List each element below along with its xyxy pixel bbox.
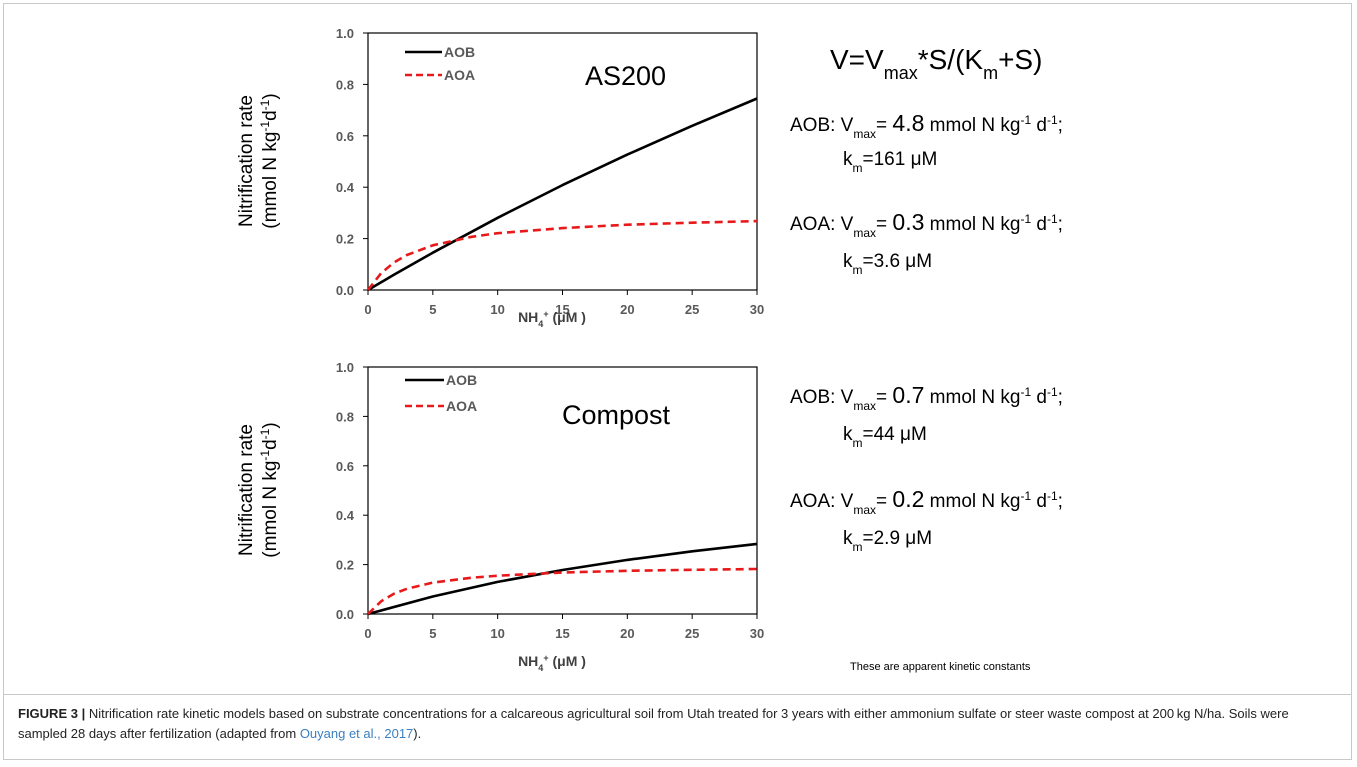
- y-tick-label: 0.8: [336, 77, 354, 92]
- y-tick-label: 1.0: [336, 360, 354, 375]
- series-line-aob: [367, 542, 758, 616]
- caption-end: ).: [413, 726, 422, 741]
- y-tick-label: 0.4: [336, 180, 355, 195]
- x-tick-label: 15: [555, 626, 569, 641]
- x-tick-label: 30: [750, 626, 764, 641]
- legend-label-aob: AOB: [444, 44, 475, 60]
- y-tick-label: 1.0: [336, 26, 354, 41]
- as200-aob-vmax: AOB: Vmax= 4.8 mmol N kg-1 d-1;: [790, 110, 1063, 141]
- axis-ticks-compost: 0.0 0.2 0.4 0.6 0.8 1.0 0 5 10 15 20 25 30: [336, 360, 764, 641]
- y-axis-label-line1: Nitrification rate: [236, 95, 257, 227]
- panel-title-compost: Compost: [562, 400, 671, 430]
- series-group-compost: [367, 542, 758, 616]
- x-tick-label: 30: [750, 302, 764, 317]
- x-tick-label: 25: [685, 626, 699, 641]
- x-tick-label: 10: [490, 626, 504, 641]
- compost-aoa-km: km=2.9 μM: [843, 528, 932, 554]
- y-tick-label: 0.4: [336, 508, 355, 523]
- legend-label-aoa: AOA: [444, 67, 475, 83]
- legend-label-aoa: AOA: [446, 398, 477, 414]
- y-tick-label: 0.6: [336, 459, 354, 474]
- figure-frame: [3, 3, 1352, 760]
- plot-area-as200: [367, 32, 758, 291]
- plot-area-compost: [367, 366, 758, 615]
- x-tick-label: 20: [620, 302, 634, 317]
- y-tick-label: 0.2: [336, 558, 354, 573]
- y-axis-label-compost: Nitrification rate (mmol N kg-1d-1): [236, 422, 281, 557]
- legend-as200: AOB AOA: [405, 44, 475, 83]
- x-tick-label: 0: [364, 302, 371, 317]
- as200-aoa-km: km=3.6 μM: [843, 251, 932, 277]
- as200-aob-km: km=161 μM: [843, 149, 937, 175]
- x-axis-label-compost: NH4+ (μM ): [518, 653, 586, 673]
- legend-compost: AOB AOA: [405, 372, 477, 414]
- legend-label-aob: AOB: [446, 372, 477, 388]
- y-axis-label-line1: Nitrification rate: [236, 424, 257, 556]
- x-tick-label: 15: [555, 302, 569, 317]
- compost-aob-vmax: AOB: Vmax= 0.7 mmol N kg-1 d-1;: [790, 382, 1063, 413]
- series-line-aoa: [367, 567, 758, 615]
- series-line-aob: [367, 97, 758, 292]
- x-tick-label: 5: [429, 626, 436, 641]
- x-tick-label: 0: [364, 626, 371, 641]
- y-axis-label-line2: (mmol N kg-1d-1): [258, 422, 281, 557]
- caption-text: Nitrification rate kinetic models based …: [18, 706, 1289, 741]
- apparent-constants-note: These are apparent kinetic constants: [850, 661, 1031, 673]
- x-tick-label: 25: [685, 302, 699, 317]
- x-tick-label: 10: [490, 302, 504, 317]
- chart-as200: 0.0 0.2 0.4 0.6 0.8 1.0 0 5 10 15 20 25 30 Nitrifica…: [236, 26, 764, 329]
- y-tick-label: 0.2: [336, 232, 354, 247]
- caption-reference-link[interactable]: Ouyang et al., 2017: [299, 726, 414, 741]
- panel-title-as200: AS200: [585, 61, 666, 91]
- x-tick-label: 20: [620, 626, 634, 641]
- x-tick-label: 5: [429, 302, 436, 317]
- y-axis-label-line2: (mmol N kg-1d-1): [258, 93, 281, 228]
- x-axis-label-as200: NH4+ (μM ): [518, 309, 586, 329]
- y-tick-label: 0.6: [336, 129, 354, 144]
- y-tick-label: 0.0: [336, 283, 354, 298]
- compost-aob-km: km=44 μM: [843, 424, 927, 450]
- y-tick-label: 0.0: [336, 607, 354, 622]
- y-axis-label-as200: Nitrification rate (mmol N kg-1d-1): [236, 93, 281, 228]
- figure-caption: FIGURE 3 | Nitrification rate kinetic mo…: [18, 704, 1338, 744]
- y-tick-label: 0.8: [336, 409, 354, 424]
- compost-aoa-vmax: AOA: Vmax= 0.2 mmol N kg-1 d-1;: [790, 486, 1063, 517]
- figure-canvas: 0.0 0.2 0.4 0.6 0.8 1.0 0 5 10 15 20 25 30 Nitrifica…: [236, 26, 1063, 673]
- series-line-aoa: [366, 219, 758, 291]
- series-group-as200: [366, 97, 758, 292]
- caption-label: FIGURE 3 |: [18, 706, 86, 721]
- axis-ticks-as200: 0.0 0.2 0.4 0.6 0.8 1.0 0 5 10 15 20 25 30: [336, 26, 764, 317]
- kinetic-equation: V=Vmax*S/(Km+S): [830, 44, 1042, 83]
- as200-aoa-vmax: AOA: Vmax= 0.3 mmol N kg-1 d-1;: [790, 209, 1063, 240]
- chart-compost: 0.0 0.2 0.4 0.6 0.8 1.0 0 5 10 15 20 25 30 Nitrifica…: [236, 360, 764, 673]
- caption-divider: [4, 694, 1351, 695]
